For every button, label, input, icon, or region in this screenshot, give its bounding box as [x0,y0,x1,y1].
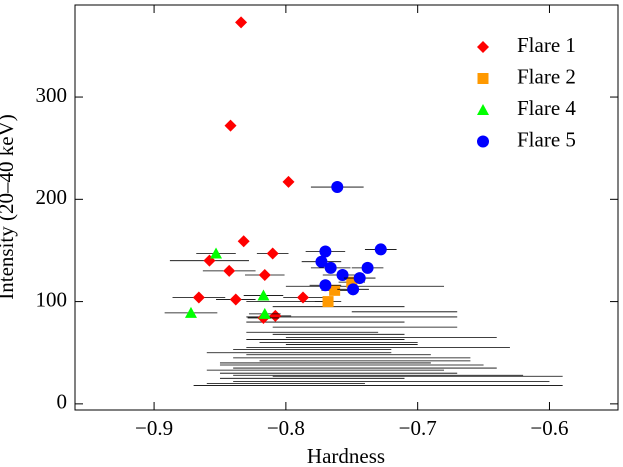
point [329,284,341,296]
point [374,243,387,256]
point [315,255,328,268]
point [224,119,237,132]
x-tick-label: −0.9 [135,416,173,440]
point [237,235,250,248]
x-tick-label: −0.6 [530,416,568,440]
legend-label: Flare 5 [517,127,576,151]
point [319,279,332,292]
point [269,309,282,322]
point [297,291,310,304]
point [282,175,295,188]
point [229,293,242,306]
point [258,269,271,281]
point [266,247,279,260]
legend-marker [477,73,489,84]
point [319,245,332,258]
point [257,289,270,301]
y-tick-label: 0 [57,390,68,414]
y-axis-label: Intensity (20–40 keV) [0,114,18,299]
point [347,283,360,296]
point [346,276,358,288]
point [210,247,223,259]
point [223,264,236,277]
legend-label: Flare 2 [517,64,576,88]
point [192,291,205,304]
x-tick-label: −0.8 [267,416,305,440]
point [235,16,248,29]
y-tick-label: 200 [36,185,68,209]
legend-marker [477,41,489,53]
point [324,261,337,274]
point [331,181,344,194]
legend-marker [477,104,489,115]
y-tick-label: 300 [36,83,68,107]
point [353,272,366,285]
x-tick-label: −0.7 [399,416,437,440]
y-tick-label: 100 [36,287,68,311]
point [184,306,197,318]
point [258,307,271,319]
legend-label: Flare 4 [517,96,576,120]
legend-label: Flare 1 [517,33,576,57]
point [322,296,334,308]
point [336,269,349,281]
x-axis-label: Hardness [307,444,385,467]
point [361,261,374,274]
legend-marker [477,135,489,148]
plot-frame [74,4,619,411]
